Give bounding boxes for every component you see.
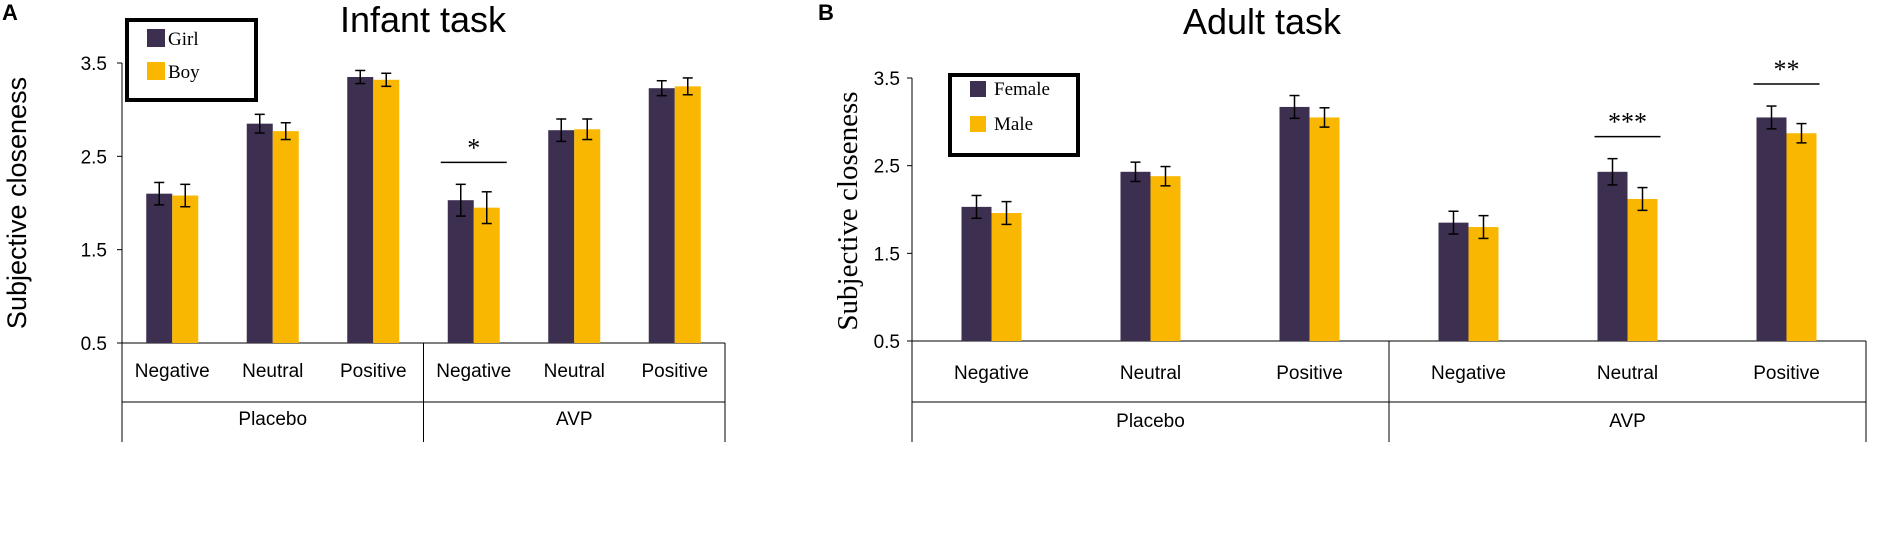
bar-b-male	[991, 213, 1022, 341]
group-label-b: AVP	[1609, 411, 1646, 432]
chart-title-b: Adult task	[1183, 1, 1342, 42]
legend-label-b-female: Female	[994, 79, 1050, 100]
panel-letter-b: B	[818, 0, 834, 25]
bar-b-male	[1468, 227, 1499, 341]
bar-a-boy	[172, 195, 199, 343]
group-label-a: Placebo	[238, 409, 307, 430]
bar-b-male	[1786, 133, 1817, 341]
bar-a-girl	[246, 123, 273, 344]
bar-b-female	[1756, 117, 1787, 341]
bar-a-girl	[347, 77, 374, 343]
group-label-a: AVP	[556, 409, 593, 430]
legend-label-a-girl: Girl	[168, 29, 199, 50]
bar-a-boy	[674, 86, 701, 343]
bar-a-boy	[272, 131, 299, 343]
significance-marker-b: **	[1774, 55, 1800, 84]
y-tick-label-b: 1.5	[874, 244, 900, 265]
legend-label-a-boy: Boy	[168, 62, 200, 83]
bar-a-girl	[447, 200, 474, 343]
chart-title-a: Infant task	[340, 0, 507, 40]
legend-swatch-a-girl	[147, 29, 165, 47]
bar-a-boy	[574, 129, 601, 343]
y-axis-label-a: Subjective closeness	[2, 77, 32, 329]
category-label-b: Negative	[954, 363, 1029, 384]
category-label-a: Positive	[340, 361, 407, 382]
y-tick-label-b: 2.5	[874, 157, 900, 178]
bar-b-female	[1438, 222, 1469, 341]
category-label-a: Positive	[641, 361, 708, 382]
group-label-b: Placebo	[1116, 411, 1185, 432]
bar-b-female	[961, 206, 992, 341]
category-label-b: Positive	[1276, 363, 1343, 384]
y-tick-label-b: 3.5	[874, 69, 900, 90]
y-tick-label-b: 0.5	[874, 332, 900, 353]
category-label-a: Negative	[436, 361, 511, 382]
bar-a-boy	[373, 79, 400, 344]
y-tick-label-a: 3.5	[81, 54, 107, 75]
bar-b-female	[1279, 106, 1310, 342]
bar-b-male	[1150, 176, 1181, 341]
y-tick-label-a: 1.5	[81, 241, 107, 262]
bar-a-girl	[648, 88, 675, 343]
bar-b-female	[1120, 171, 1151, 341]
y-axis-label-b: Subjective closeness	[832, 91, 864, 330]
bar-b-female	[1597, 171, 1628, 341]
category-label-b: Negative	[1431, 363, 1506, 384]
legend-swatch-b-male	[970, 116, 986, 132]
category-label-a: Neutral	[242, 361, 303, 382]
legend-swatch-b-female	[970, 81, 986, 97]
significance-marker-b: ***	[1608, 108, 1647, 137]
category-label-b: Neutral	[1597, 363, 1658, 384]
category-label-a: Negative	[135, 361, 210, 382]
significance-marker-a: *	[467, 133, 480, 162]
bar-a-girl	[146, 193, 173, 343]
category-label-b: Positive	[1753, 363, 1820, 384]
bar-b-male	[1627, 198, 1658, 341]
legend-label-b-male: Male	[994, 114, 1033, 135]
legend-swatch-a-boy	[147, 62, 165, 80]
category-label-a: Neutral	[544, 361, 605, 382]
y-tick-label-a: 2.5	[81, 147, 107, 168]
bar-a-boy	[473, 207, 500, 343]
bar-b-male	[1309, 117, 1340, 341]
y-tick-label-a: 0.5	[81, 334, 107, 355]
bar-a-girl	[548, 130, 575, 343]
category-label-b: Neutral	[1120, 363, 1181, 384]
panel-letter-a: A	[2, 0, 18, 25]
